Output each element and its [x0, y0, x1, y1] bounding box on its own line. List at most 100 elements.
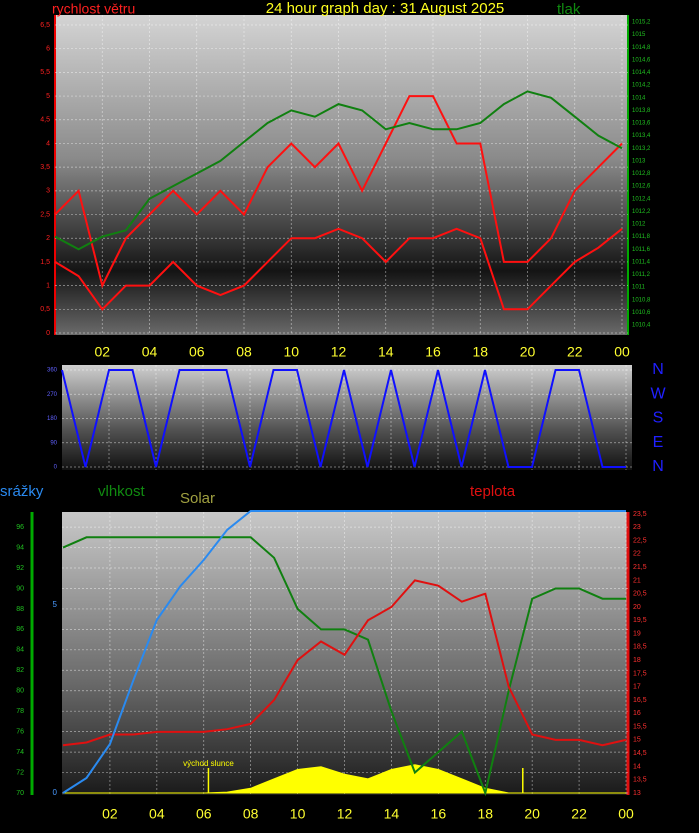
y-tick-label: 0: [53, 788, 58, 797]
y-tick-label: 4,5: [40, 117, 50, 124]
y-tick-label: S: [653, 410, 664, 427]
x-tick-label: 04: [142, 344, 158, 360]
x-tick-label: 10: [283, 344, 299, 360]
y-tick-label: 17,5: [633, 670, 647, 677]
y-tick-label: 23,5: [633, 511, 647, 518]
solar-label: Solar: [180, 490, 215, 507]
y-tick-label: 84: [16, 647, 24, 654]
y-tick-label: 18,5: [633, 644, 647, 651]
x-tick-label: 16: [431, 806, 447, 822]
y-tick-label: 270: [47, 392, 58, 398]
x-tick-label: 20: [524, 806, 540, 822]
y-tick-label: 72: [16, 769, 24, 776]
y-tick-label: 1: [46, 282, 50, 289]
x-tick-label: 18: [472, 344, 488, 360]
y-tick-label: N: [652, 361, 664, 378]
x-tick-label: 08: [243, 806, 259, 822]
y-tick-label: 1010,6: [632, 310, 651, 316]
y-tick-label: 1014,4: [632, 70, 651, 76]
x-tick-label: 18: [477, 806, 493, 822]
y-tick-label: 21,5: [633, 564, 647, 571]
y-tick-label: 82: [16, 667, 24, 674]
y-tick-label: 14,5: [633, 750, 647, 757]
y-tick-label: 1013,2: [632, 146, 651, 152]
series-line: [54, 90, 623, 251]
y-tick-label: 1010,8: [632, 297, 651, 303]
y-tick-label: 15,5: [633, 723, 647, 730]
y-tick-label: 88: [16, 606, 24, 613]
y-tick-label: 1012,8: [632, 171, 651, 177]
y-tick-label: 360: [47, 368, 58, 374]
y-tick-label: 0: [46, 330, 50, 337]
y-tick-label: 5,5: [40, 69, 50, 76]
y-tick-label: 16,5: [633, 697, 647, 704]
y-tick-label: 22,5: [633, 537, 647, 544]
y-tick-label: 23: [633, 524, 641, 531]
y-tick-label: 1012: [632, 222, 646, 228]
y-tick-label: 0,5: [40, 306, 50, 313]
x-tick-label: 12: [331, 344, 347, 360]
y-tick-label: 1010,4: [632, 323, 651, 329]
x-tick-label: 02: [94, 344, 110, 360]
y-tick-label: 2,5: [40, 211, 50, 218]
y-tick-label: 1,5: [40, 259, 50, 266]
y-tick-label: 1011,2: [632, 272, 651, 278]
temperature-label: teplota: [470, 483, 516, 500]
y-tick-label: 1014,2: [632, 83, 651, 89]
x-tick-label: 22: [567, 344, 583, 360]
y-tick-label: 78: [16, 708, 24, 715]
y-tick-label: 21: [633, 577, 641, 584]
x-tick-label: 08: [236, 344, 252, 360]
plot-area: [55, 15, 628, 335]
annotation: východ slunce: [183, 759, 234, 768]
y-tick-label: N: [652, 458, 664, 475]
series-line: [62, 579, 627, 747]
y-tick-label: 1011,6: [632, 247, 651, 253]
y-tick-label: 1015: [632, 32, 646, 38]
y-tick-label: 1011,4: [632, 259, 651, 265]
y-tick-label: 96: [16, 524, 24, 531]
y-tick-label: 92: [16, 565, 24, 572]
y-tick-label: 13,5: [633, 777, 647, 784]
x-tick-label: 00: [618, 806, 634, 822]
solar-area: [63, 764, 626, 794]
humidity-label: vlhkost: [98, 483, 146, 500]
y-tick-label: 4: [46, 140, 50, 147]
y-tick-label: 13: [633, 790, 641, 797]
y-tick-label: 1012,2: [632, 209, 651, 215]
y-tick-label: 1015,2: [632, 20, 651, 26]
chart-title: 24 hour graph day : 31 August 2025: [266, 0, 505, 17]
y-tick-label: 17: [633, 684, 641, 691]
x-tick-label: 06: [196, 806, 212, 822]
y-tick-label: 1012,4: [632, 196, 651, 202]
y-tick-label: 90: [50, 440, 57, 446]
x-tick-label: 06: [189, 344, 205, 360]
pressure-label: tlak: [557, 1, 581, 18]
y-tick-label: 1011: [632, 285, 646, 291]
y-tick-label: 1013,8: [632, 108, 651, 114]
y-tick-label: 0: [54, 465, 58, 471]
y-tick-label: 180: [47, 416, 58, 422]
series-line: [62, 536, 626, 797]
y-tick-label: 1011,8: [632, 234, 651, 240]
y-tick-label: 1012,6: [632, 184, 651, 190]
y-tick-label: 15: [633, 737, 641, 744]
y-tick-label: 5: [53, 600, 58, 609]
x-tick-label: 00: [614, 344, 630, 360]
y-tick-label: 16: [633, 710, 641, 717]
series-line: [61, 369, 626, 468]
y-tick-label: W: [650, 385, 666, 402]
y-tick-label: 19,5: [633, 617, 647, 624]
y-tick-label: 18: [633, 657, 641, 664]
wind-label: rychlost větru: [52, 1, 135, 17]
y-tick-label: 19: [633, 630, 641, 637]
y-tick-label: 70: [16, 790, 24, 797]
y-tick-label: 80: [16, 688, 24, 695]
y-tick-label: 3,5: [40, 164, 50, 171]
x-tick-label: 04: [149, 806, 165, 822]
y-tick-label: 90: [16, 585, 24, 592]
y-tick-label: 1013: [632, 158, 646, 164]
x-tick-label: 14: [378, 344, 394, 360]
x-tick-label: 14: [384, 806, 400, 822]
